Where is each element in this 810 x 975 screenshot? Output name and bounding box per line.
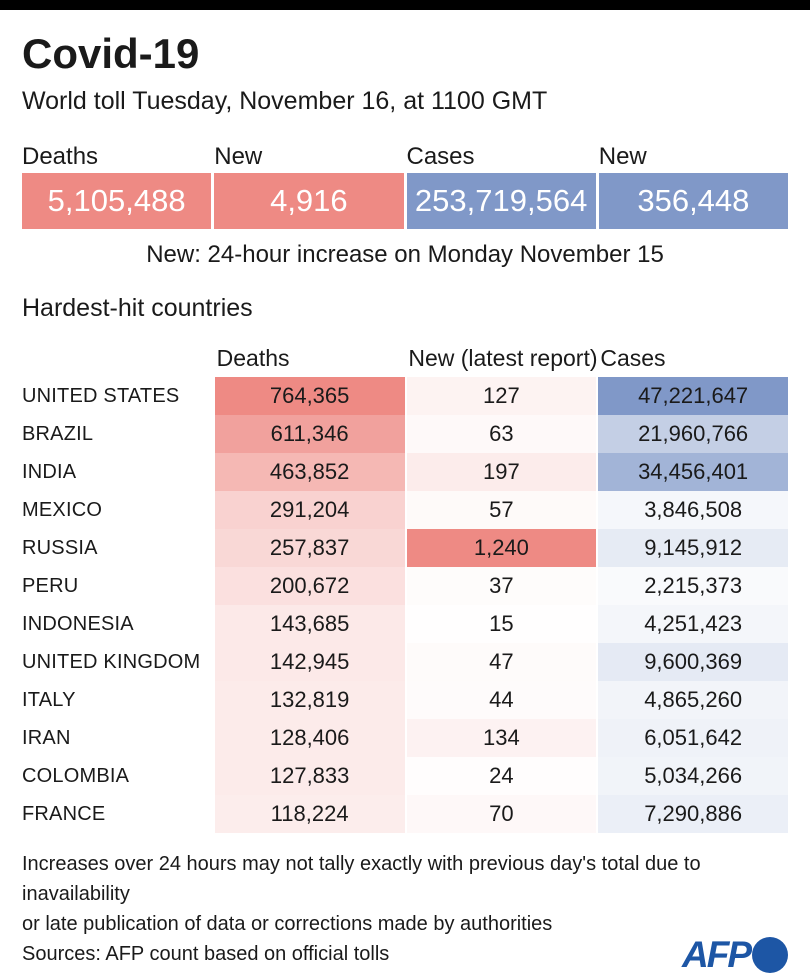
country-label: UNITED STATES: [22, 384, 180, 407]
cases-cell: 9,145,912: [598, 529, 788, 567]
country-label: FRANCE: [22, 802, 106, 825]
cases-cell: 7,290,886: [598, 795, 788, 833]
stat-label-cases: Cases: [406, 143, 475, 170]
col-header-cases: Cases: [600, 345, 666, 371]
page-subtitle: World toll Tuesday, November 16, at 1100…: [22, 87, 548, 115]
table-row: INDONESIA 143,685 15 4,251,423: [22, 605, 788, 643]
new-cell: 57: [406, 491, 597, 529]
stat-value-cases: 253,719,564: [406, 173, 596, 229]
cases-cell: 34,456,401: [598, 453, 788, 491]
table-header-spacer: [22, 345, 213, 371]
table-row: IRAN 128,406 134 6,051,642: [22, 719, 788, 757]
table-row: UNITED KINGDOM 142,945 47 9,600,369: [22, 643, 788, 681]
new-cell: 63: [406, 415, 597, 453]
country-label: COLOMBIA: [22, 764, 130, 787]
new-cell: 127: [406, 377, 597, 415]
afp-logo: AFP: [682, 936, 788, 973]
footer: Increases over 24 hours may not tally ex…: [22, 849, 788, 973]
country-label: UNITED KINGDOM: [22, 650, 201, 673]
table-row: PERU 200,672 37 2,215,373: [22, 567, 788, 605]
deaths-cell: 142,945: [214, 643, 405, 681]
summary-note: New: 24-hour increase on Monday November…: [146, 241, 664, 268]
stat-label-new-deaths: New: [214, 143, 263, 170]
table-row: MEXICO 291,204 57 3,846,508: [22, 491, 788, 529]
table-row: UNITED STATES 764,365 127 47,221,647: [22, 377, 788, 415]
new-cell: 134: [406, 719, 597, 757]
new-cell: 70: [406, 795, 597, 833]
deaths-cell: 257,837: [214, 529, 405, 567]
country-label: PERU: [22, 574, 79, 597]
summary-labels-row: Deaths New Cases New: [22, 144, 788, 170]
disclaimer-line-1: Increases over 24 hours may not tally ex…: [22, 853, 701, 905]
new-cell: 1,240: [406, 529, 597, 567]
table-row: FRANCE 118,224 70 7,290,886: [22, 795, 788, 833]
deaths-cell: 200,672: [214, 567, 405, 605]
cases-cell: 9,600,369: [598, 643, 788, 681]
country-label: ITALY: [22, 688, 76, 711]
country-label: INDIA: [22, 460, 77, 483]
table-row: COLOMBIA 127,833 24 5,034,266: [22, 757, 788, 795]
deaths-cell: 291,204: [214, 491, 405, 529]
col-header-new: New (latest report): [408, 345, 598, 371]
new-cell: 15: [406, 605, 597, 643]
disclaimer-line-2: or late publication of data or correctio…: [22, 913, 553, 935]
stat-label-deaths: Deaths: [22, 143, 99, 170]
deaths-cell: 118,224: [214, 795, 405, 833]
summary-boxes-row: 5,105,488 4,916 253,719,564 356,448: [22, 173, 788, 229]
deaths-cell: 127,833: [214, 757, 405, 795]
deaths-cell: 132,819: [214, 681, 405, 719]
country-label: RUSSIA: [22, 536, 98, 559]
country-label: IRAN: [22, 726, 71, 749]
afp-logo-text: AFP: [682, 934, 752, 975]
cases-cell: 4,251,423: [598, 605, 788, 643]
cases-cell: 6,051,642: [598, 719, 788, 757]
deaths-cell: 463,852: [214, 453, 405, 491]
country-label: MEXICO: [22, 498, 103, 521]
stat-value-deaths: 5,105,488: [22, 173, 212, 229]
new-cell: 197: [406, 453, 597, 491]
deaths-cell: 764,365: [214, 377, 405, 415]
table-row: RUSSIA 257,837 1,240 9,145,912: [22, 529, 788, 567]
col-header-deaths: Deaths: [216, 345, 290, 371]
top-bar: [0, 0, 810, 10]
afp-globe-icon: [752, 936, 788, 973]
new-cell: 37: [406, 567, 597, 605]
table-row: INDIA 463,852 197 34,456,401: [22, 453, 788, 491]
section-title: Hardest-hit countries: [22, 294, 253, 322]
stat-value-new-cases: 356,448: [598, 173, 788, 229]
cases-cell: 5,034,266: [598, 757, 788, 795]
country-label: INDONESIA: [22, 612, 134, 635]
deaths-cell: 128,406: [214, 719, 405, 757]
cases-cell: 2,215,373: [598, 567, 788, 605]
cases-cell: 4,865,260: [598, 681, 788, 719]
country-label: BRAZIL: [22, 422, 94, 445]
page-title: Covid-19: [22, 30, 200, 77]
stat-label-new-cases: New: [598, 143, 647, 170]
new-cell: 24: [406, 757, 597, 795]
table-header-row: Deaths New (latest report) Cases: [22, 345, 788, 371]
cases-cell: 3,846,508: [598, 491, 788, 529]
deaths-cell: 611,346: [214, 415, 405, 453]
table-row: BRAZIL 611,346 63 21,960,766: [22, 415, 788, 453]
table-row: ITALY 132,819 44 4,865,260: [22, 681, 788, 719]
sources-line: Sources: AFP count based on official tol…: [22, 943, 390, 965]
stat-value-new-deaths: 4,916: [214, 173, 404, 229]
new-cell: 44: [406, 681, 597, 719]
new-cell: 47: [406, 643, 597, 681]
table-rows: UNITED STATES 764,365 127 47,221,647 BRAZIL 6…: [22, 377, 788, 833]
cases-cell: 47,221,647: [598, 377, 788, 415]
cases-cell: 21,960,766: [598, 415, 788, 453]
deaths-cell: 143,685: [214, 605, 405, 643]
